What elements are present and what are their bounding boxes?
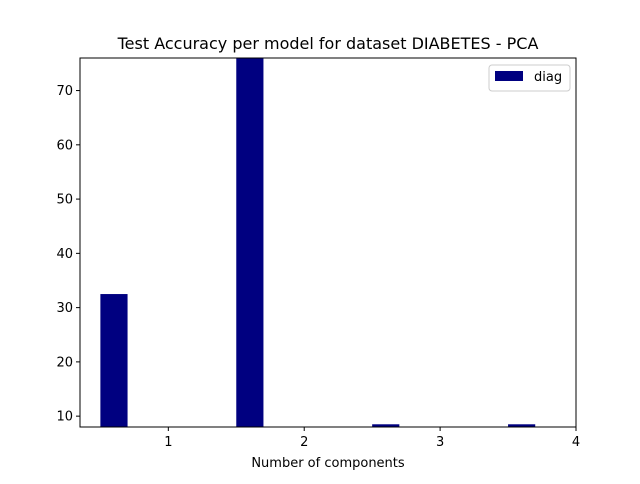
x-tick-label: 2 [300,435,308,450]
y-tick-label: 20 [56,355,73,370]
bar-3 [372,424,400,427]
x-tick-label: 1 [164,435,172,450]
x-axis: 1 2 3 4 [164,427,580,450]
bar-1 [100,294,128,427]
plot-frame [79,57,577,428]
bar-2 [236,58,264,427]
y-tick-label: 10 [56,410,73,425]
x-axis-label: Number of components [251,456,405,471]
y-tick-label: 50 [56,193,73,208]
y-tick-label: 70 [56,84,73,99]
legend: diag [488,64,571,92]
y-tick-label: 40 [56,247,73,262]
legend-swatch [495,71,523,81]
x-tick-label: 4 [572,435,580,450]
y-tick-label: 30 [56,301,73,316]
legend-label: diag [534,70,562,85]
bar-4 [508,424,536,427]
x-tick-label: 3 [436,435,444,450]
y-axis: 10 20 30 40 50 60 70 [56,84,80,425]
y-tick-label: 60 [56,138,73,153]
bars-layer [100,58,536,427]
chart-title: Test Accuracy per model for dataset DIAB… [117,34,539,53]
